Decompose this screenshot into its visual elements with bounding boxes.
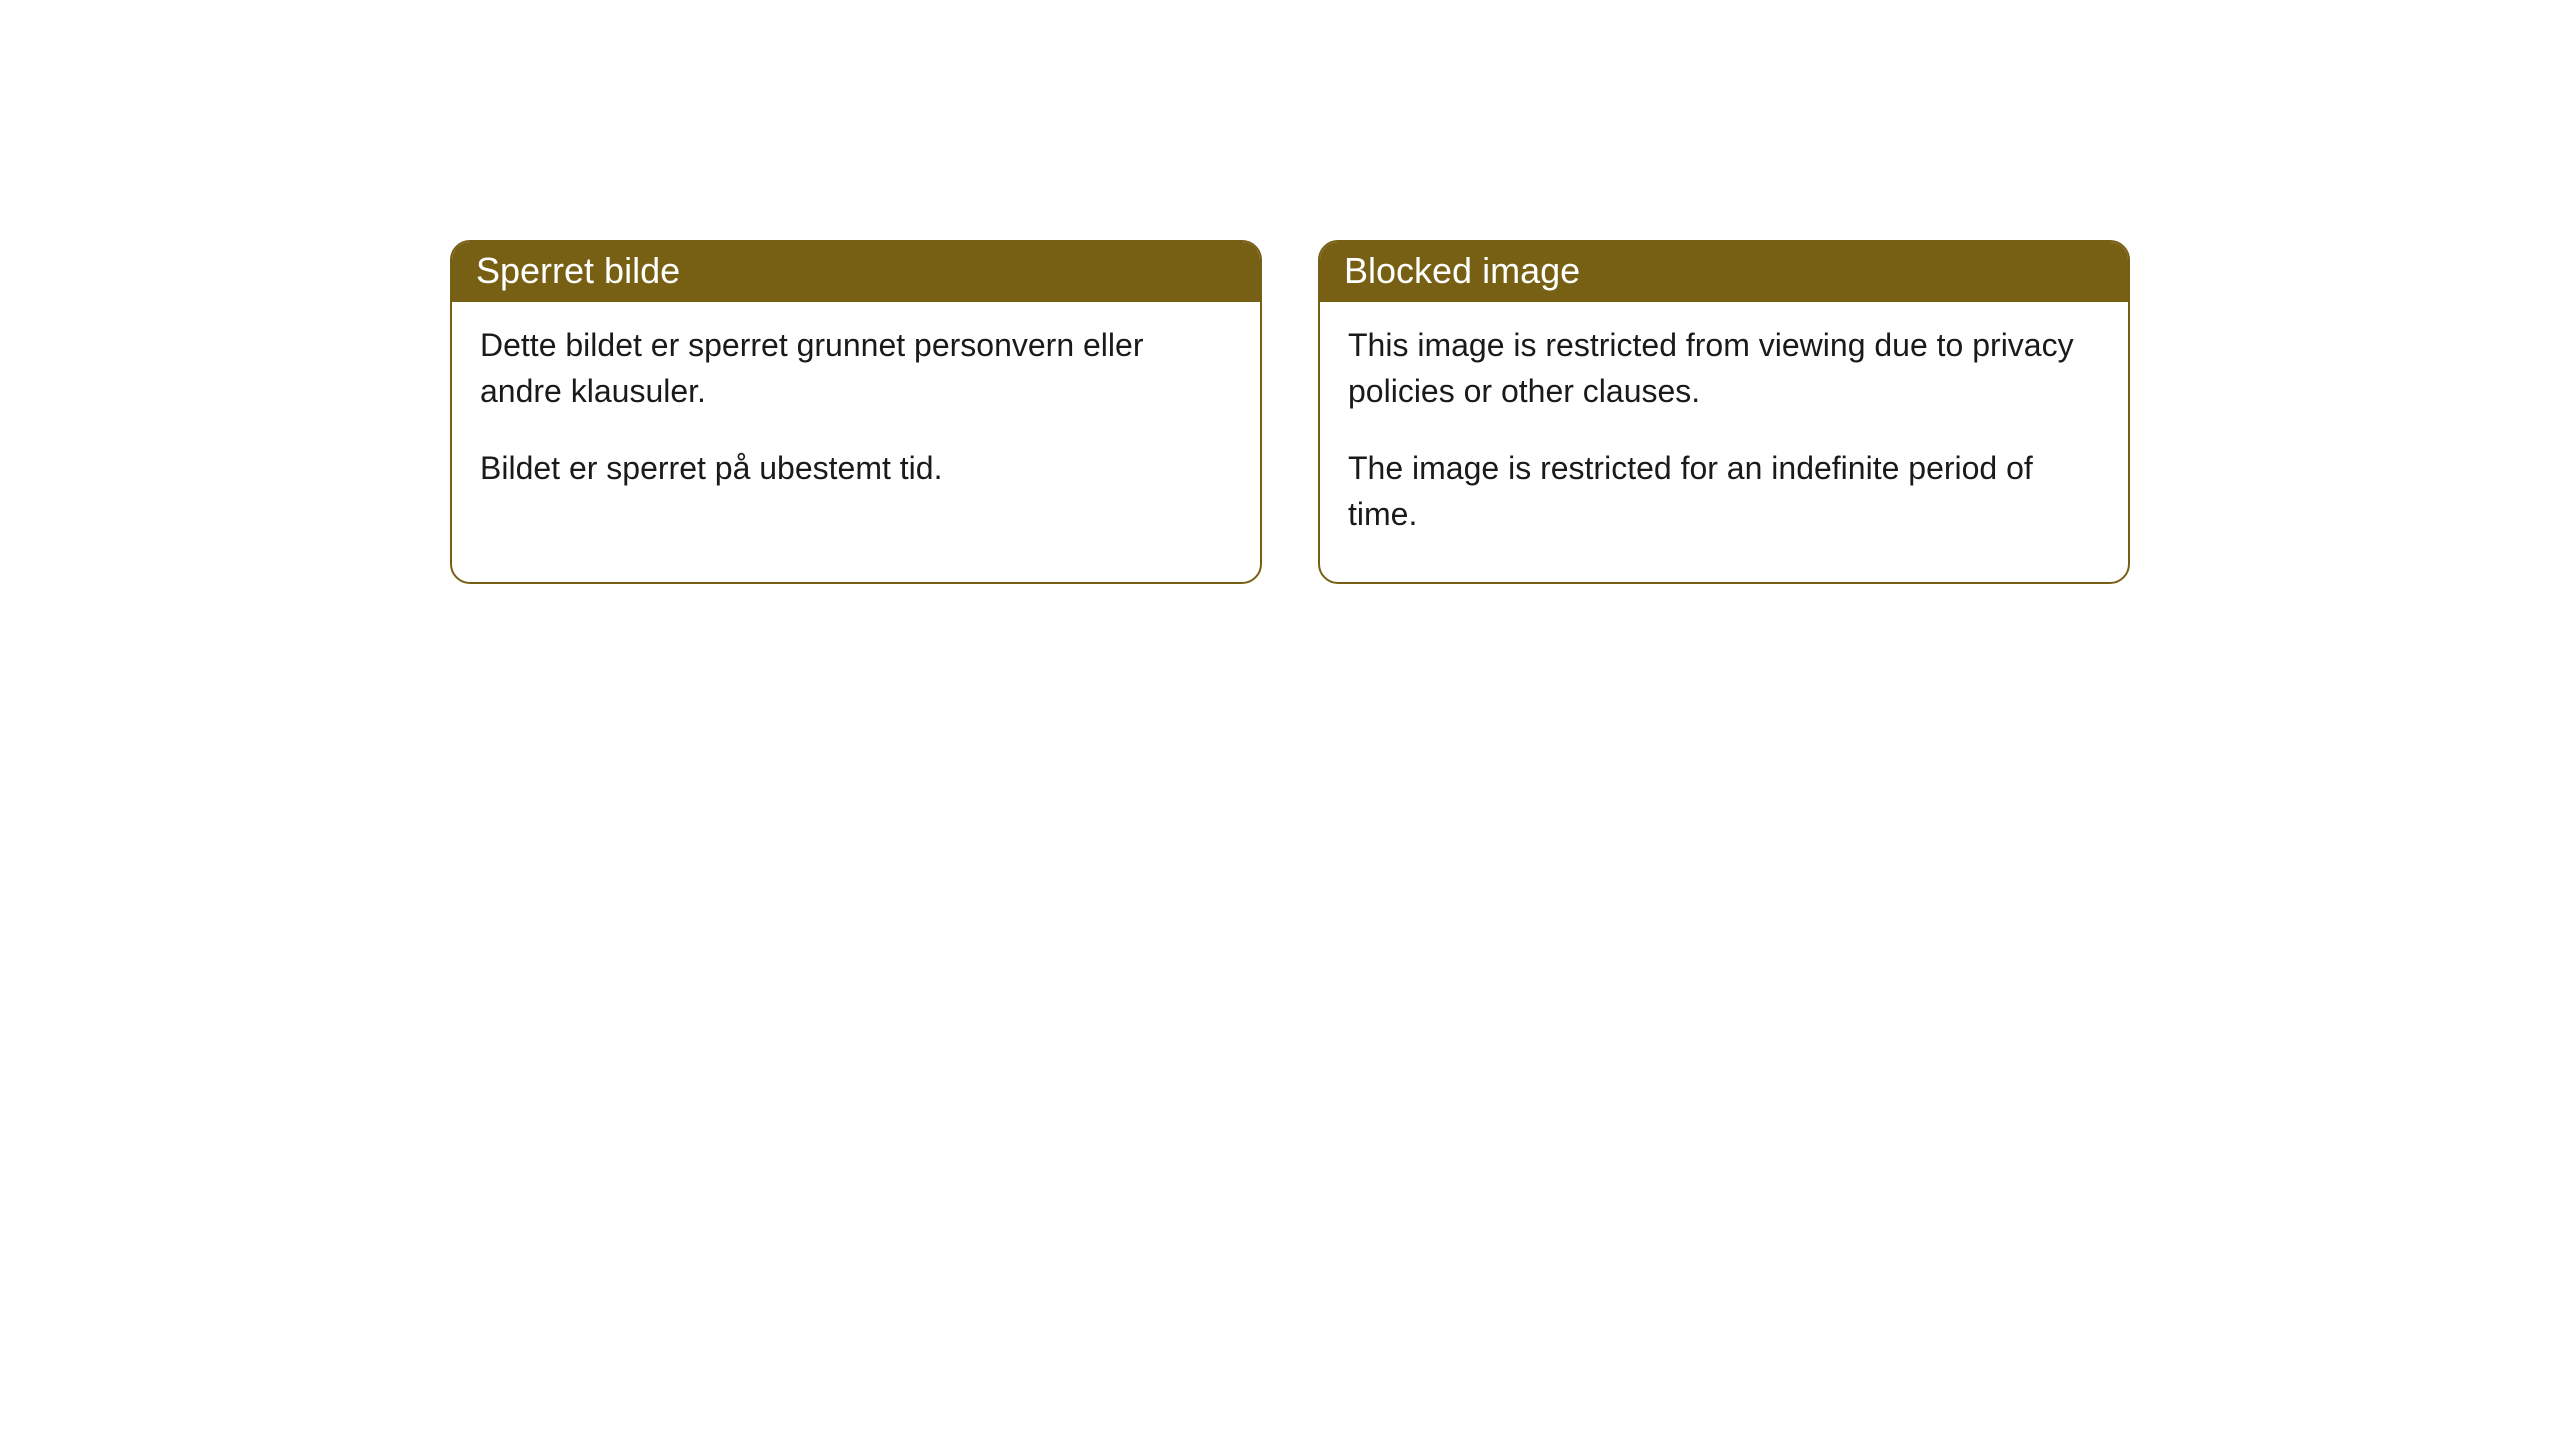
notice-text-line1-norwegian: Dette bildet er sperret grunnet personve… xyxy=(480,322,1232,415)
notice-card-english: Blocked image This image is restricted f… xyxy=(1318,240,2130,584)
notice-header-norwegian: Sperret bilde xyxy=(452,242,1260,302)
notice-body-english: This image is restricted from viewing du… xyxy=(1320,302,2128,582)
notice-container: Sperret bilde Dette bildet er sperret gr… xyxy=(450,240,2130,584)
notice-card-norwegian: Sperret bilde Dette bildet er sperret gr… xyxy=(450,240,1262,584)
notice-header-english: Blocked image xyxy=(1320,242,2128,302)
notice-text-line2-english: The image is restricted for an indefinit… xyxy=(1348,445,2100,538)
notice-body-norwegian: Dette bildet er sperret grunnet personve… xyxy=(452,302,1260,535)
notice-text-line2-norwegian: Bildet er sperret på ubestemt tid. xyxy=(480,445,1232,491)
notice-text-line1-english: This image is restricted from viewing du… xyxy=(1348,322,2100,415)
